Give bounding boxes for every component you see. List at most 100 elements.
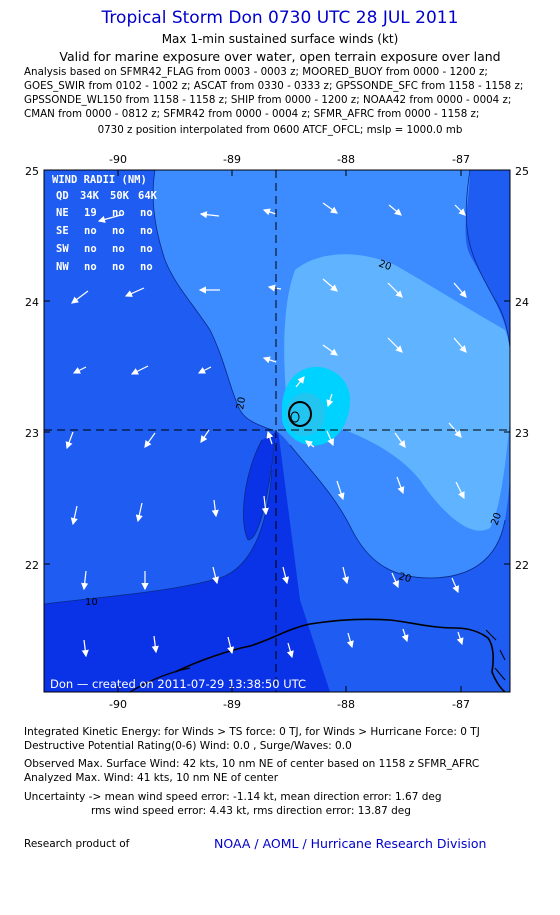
subtitle-exposure: Valid for marine exposure over water, op… [59,49,501,64]
coastline-yucatan [174,618,506,692]
wind-vector-arrow [212,566,220,585]
map-created-footer: Don — created on 2011-07-29 13:38:50 UTC [50,677,306,691]
wind-vector-arrow [455,481,465,500]
contour-lines [44,170,510,605]
wind-radii-quadrant: SW [56,243,69,255]
wind-vector-arrow [342,566,350,585]
wind-radii-row-ne: NE 19 no no [56,207,153,219]
analysis-line: GPSSONDE_WL150 from 1158 - 1158 z; SHIP … [24,94,512,106]
wind-vector-arrow [135,502,143,523]
wind-vector-arrow [305,440,315,448]
wind-vector-arrow [451,577,459,594]
lat-tick-label: 23 [25,427,39,440]
wind-analysis-map: -90 -89 -88 -87 -90 -89 -88 -87 25 24 23… [25,153,529,711]
lon-tick-label: -89 [223,153,241,166]
wind-vector-arrow [144,432,156,448]
subtitle-winds: Max 1-min sustained surface winds (kt) [161,32,399,46]
wind-radii-64k: no [140,243,153,255]
wind-radii-64k: no [140,207,153,219]
contour-label: 20 [377,258,393,273]
wind-vector-arrow [97,214,122,223]
wind-vector-arrow [124,287,145,297]
wind-vector-arrow [211,499,219,518]
wind-vector-arrow [262,356,277,364]
wind-radii-50k: no [112,261,125,273]
wind-radii-title: WIND RADII (NM) [52,174,147,186]
destructive-potential-line: Destructive Potential Rating(0-6) Wind: … [24,740,352,752]
uncertainty-line-1: Uncertainty -> mean wind speed error: -1… [24,791,442,803]
wind-vector-arrow [326,393,334,408]
lat-tick-label: 25 [515,165,529,178]
wind-radii-row-se: SE no no no [56,225,153,237]
lon-tick-label: -87 [452,698,470,711]
storm-center-marker [290,411,300,423]
wind-radii-header-50k: 50K [110,190,130,202]
contour-region-10kt [44,430,330,692]
wind-vector-arrow [286,642,294,659]
wind-vector-arrow [453,282,467,298]
wind-radii-34k: 19 [84,207,97,219]
wind-radii-50k: no [112,207,125,219]
wind-vector-arrow [295,376,305,388]
coastline-yucatan-2 [129,667,191,692]
wind-vector-arrow [391,572,399,589]
wind-radii-header-64k: 64K [138,190,158,202]
wind-radii-quadrant: SE [56,225,69,237]
research-product-label: Research product of [24,838,130,850]
lon-tick-label: -89 [223,698,241,711]
wind-vector-arrow [261,495,269,516]
lon-tick-label: -90 [109,153,127,166]
ike-line: Integrated Kinetic Energy: for Winds > T… [24,726,480,738]
wind-vector-arrow [197,366,212,374]
wind-vector-arrow [199,211,220,219]
wind-radii-quadrant: NE [56,207,69,219]
wind-vector-arrow [200,429,210,443]
wind-radii-64k: no [140,261,153,273]
wind-vector-arrow [81,570,89,591]
wind-vector-arrow [322,344,338,356]
wind-radii-table: WIND RADII (NM) QD 34K 50K 64K NE 19 no … [52,174,158,273]
wind-radii-64k: no [140,225,153,237]
wind-radii-34k: no [84,261,97,273]
wind-radii-34k: no [84,225,97,237]
wind-vector-arrow [70,505,78,526]
wind-vector-arrow [65,431,74,450]
wind-radii-row-nw: NW no no no [56,261,153,273]
coastline-islands [485,629,506,681]
wind-radii-50k: no [112,225,125,237]
noaa-aoml-credit[interactable]: NOAA / AOML / Hurricane Research Divisio… [214,836,487,851]
observed-max-wind: Observed Max. Surface Wind: 42 kts, 10 n… [24,758,480,770]
analysis-line: GOES_SWIR from 0102 - 1002 z; ASCAT from… [24,80,524,92]
lon-tick-label: -88 [337,698,355,711]
uncertainty-line-2: rms wind speed error: 4.43 kt, rms direc… [91,805,411,817]
contour-label: 20 [489,511,504,527]
wind-vector-arrow [322,278,338,292]
analysis-line: CMAN from 0000 - 0812 z; SFMR42 from 000… [24,108,480,120]
wind-vector-arrow [322,202,338,214]
wind-vector-arrow [71,290,89,304]
wind-vector-arrow [336,480,345,501]
contour-label: 10 [85,597,98,608]
wind-vector-arrow [454,204,466,216]
wind-radii-quadrant: NW [56,261,69,273]
wind-vector-arrow [456,631,464,646]
analysis-line: Analysis based on SFMR42_FLAG from 0003 … [24,66,488,78]
wind-vector-arrow [227,636,235,655]
wind-vector-arrow [388,204,402,216]
wind-radii-50k: no [112,243,125,255]
wind-vector-arrow [453,337,467,353]
wind-vector-arrow [81,639,89,658]
map-frame [43,169,511,693]
wind-radii-header-34k: 34K [80,190,100,202]
lat-tick-label: 24 [25,296,39,309]
wind-vector-arrow [262,208,277,216]
lon-tick-label: -87 [452,153,470,166]
contour-region-south-low [243,432,276,540]
wind-vector-arrow [387,337,403,353]
wind-vector-arrow [387,282,403,298]
wind-vector-arrow [401,628,409,643]
wind-vector-arrow [326,430,334,447]
contour-ring-40kt [288,401,312,427]
wind-vector-arrow [394,432,406,448]
lon-tick-label: -90 [109,698,127,711]
